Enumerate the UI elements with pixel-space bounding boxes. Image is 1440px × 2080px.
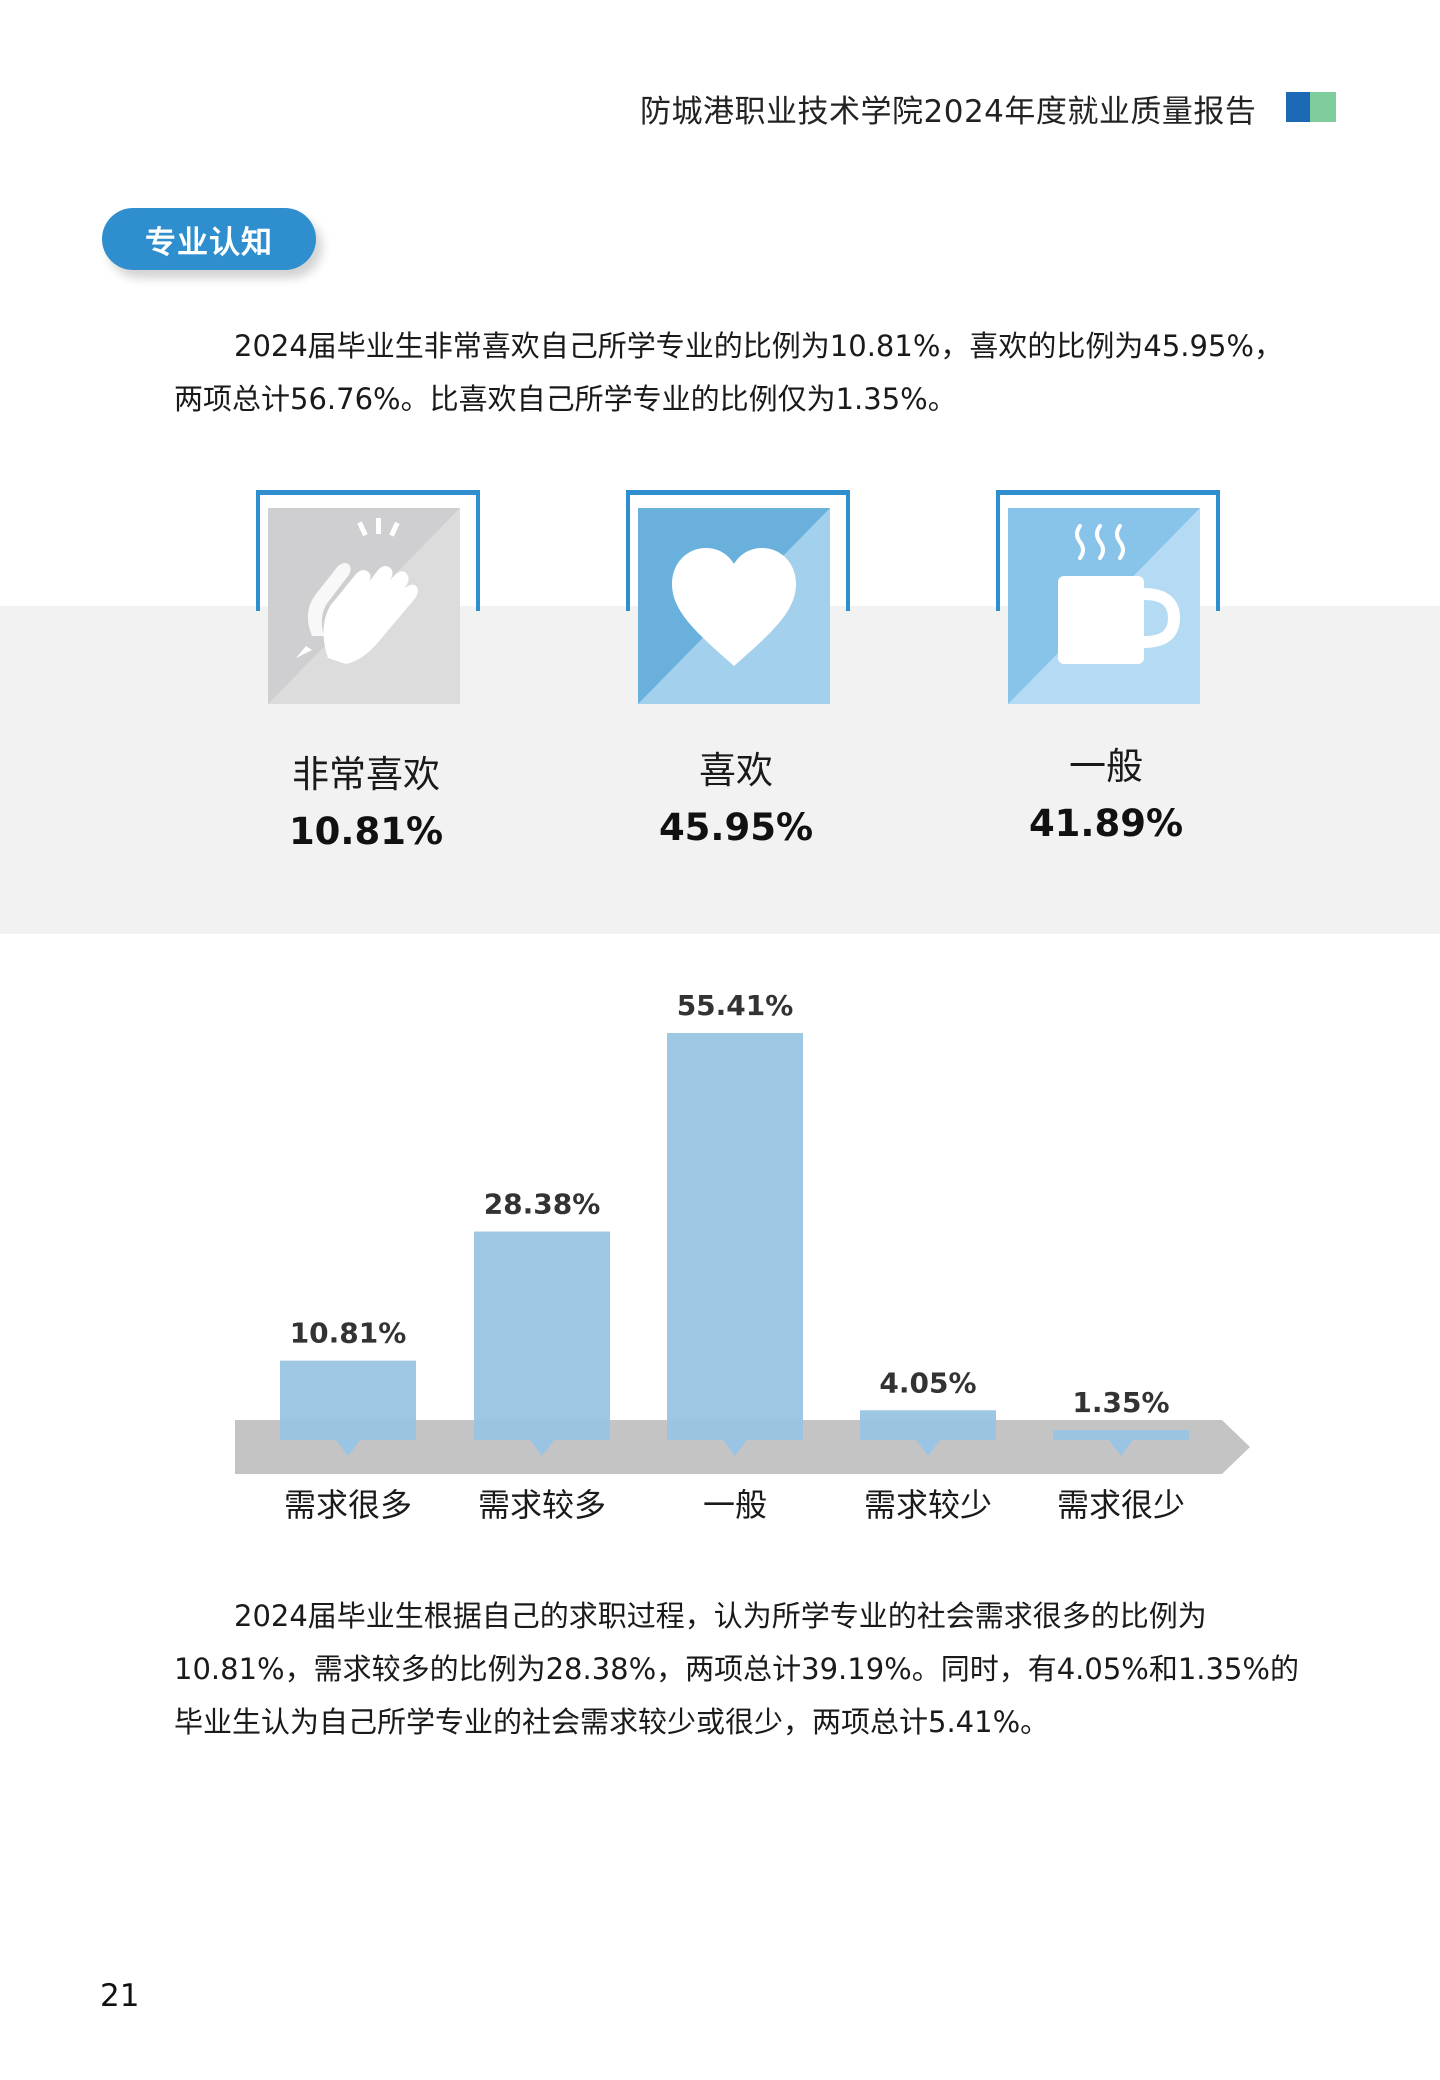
logo-green-block (1310, 92, 1336, 122)
bar-pointer (336, 1440, 360, 1456)
bar-value-label: 55.41% (677, 989, 794, 1022)
hot-mug-icon (1008, 508, 1200, 704)
bar-value-label: 4.05% (879, 1366, 976, 1399)
bar-pointer (1109, 1440, 1133, 1456)
card-frame (996, 490, 1220, 611)
bar-4 (860, 1410, 996, 1440)
page-number: 21 (100, 1978, 140, 2014)
card-frame (256, 490, 480, 611)
card-label: 喜欢 (699, 749, 773, 792)
logo-blue-block (1286, 92, 1310, 122)
card-label: 非常喜欢 (292, 753, 440, 796)
category-label: 需求较多 (478, 1486, 606, 1524)
bar-pointer (916, 1440, 940, 1456)
card-label: 一般 (1069, 745, 1143, 788)
bar-pointer (723, 1440, 747, 1456)
heart-icon (638, 508, 830, 704)
clapping-hands-icon (268, 508, 460, 704)
intro-paragraph: 2024届毕业生非常喜欢自己所学专业的比例为10.81%，喜欢的比例为45.95… (174, 329, 1283, 416)
bar-3 (667, 1033, 803, 1440)
bar-2 (474, 1231, 610, 1440)
card-frame (626, 490, 850, 611)
bar-value-label: 10.81% (290, 1317, 407, 1350)
report-header-title: 防城港职业技术学院2024年度就业质量报告 (640, 94, 1257, 130)
category-label: 一般 (703, 1486, 767, 1524)
card-percentage: 41.89% (1028, 802, 1184, 845)
bar-1 (280, 1360, 416, 1440)
category-label: 需求较少 (864, 1486, 992, 1524)
category-label: 需求很少 (1057, 1486, 1185, 1524)
bar-value-label: 1.35% (1072, 1386, 1169, 1419)
bar-pointer (530, 1440, 554, 1456)
section-title-pill: 专业认知 (102, 208, 316, 270)
header-logo (1286, 92, 1336, 122)
card-percentage: 10.81% (288, 810, 444, 853)
social-demand-bar-chart: 10.81% 需求很多 28.38% 需求较多 55.41% 一般 4.05% 需求较少 1.3… (235, 989, 1250, 1524)
bar-value-label: 28.38% (484, 1188, 601, 1221)
card-percentage: 45.95% (658, 806, 814, 849)
demand-paragraph: 2024届毕业生根据自己的求职过程，认为所学专业的社会需求很多的比例为10.81… (174, 1599, 1299, 1739)
category-label: 需求很多 (284, 1486, 412, 1524)
bar-5 (1053, 1430, 1189, 1440)
